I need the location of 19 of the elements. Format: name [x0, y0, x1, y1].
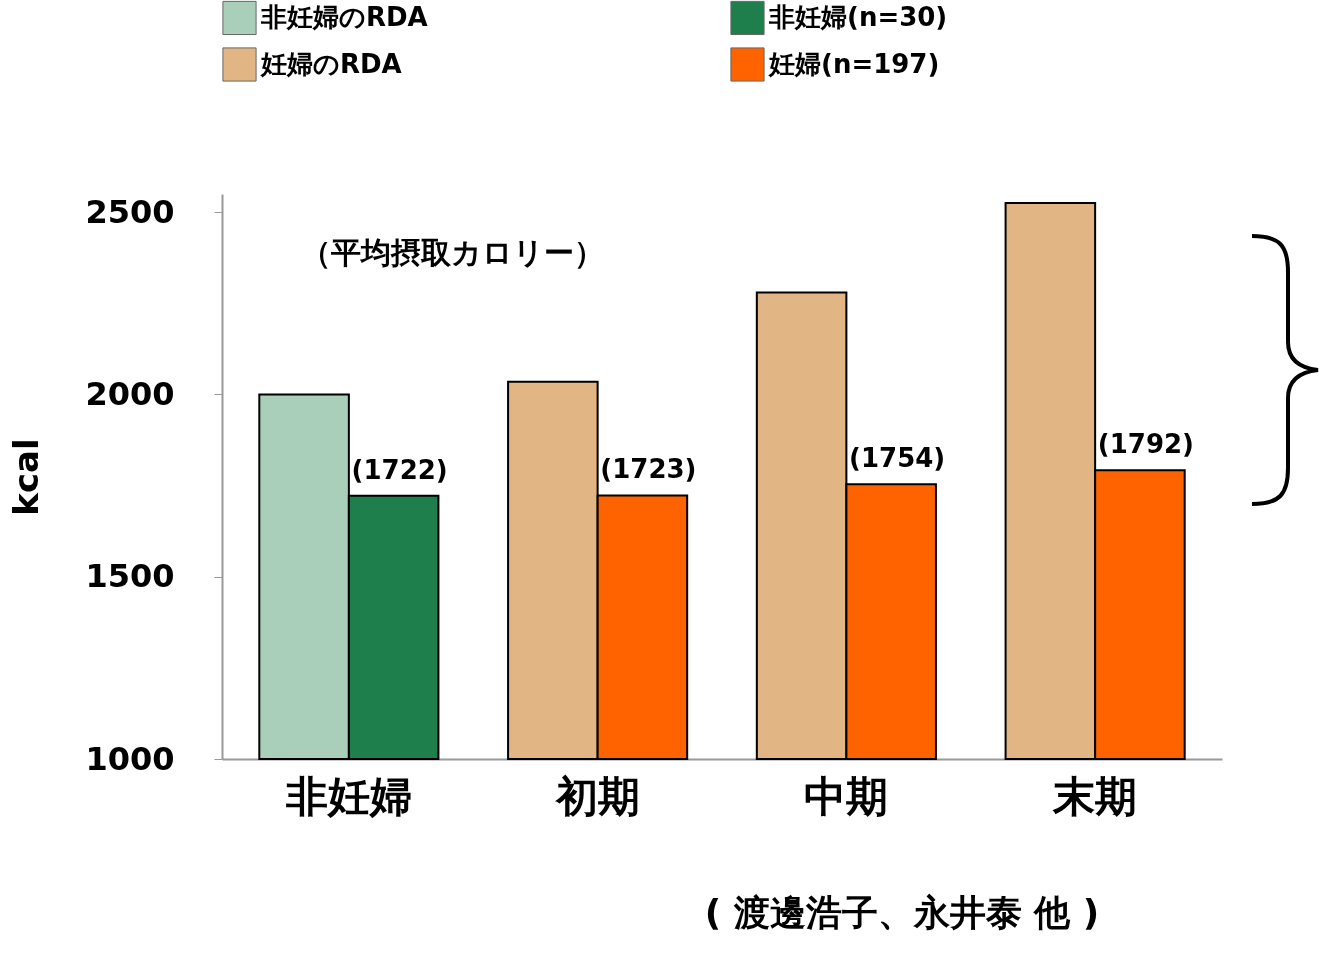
- data-label: (1722): [351, 454, 448, 485]
- legend-label: 非妊婦(n=30): [768, 1, 948, 32]
- legend-label: 非妊婦のRDA: [260, 1, 428, 32]
- legend-label: 妊婦のRDA: [260, 48, 402, 79]
- y-tick-label: 1000: [85, 739, 175, 778]
- x-tick-label: 非妊婦: [284, 771, 412, 821]
- data-label: (1723): [600, 454, 697, 485]
- y-tick-label: 2000: [85, 374, 175, 413]
- y-tick-label: 1500: [85, 557, 175, 596]
- x-tick-label: 末期: [1052, 771, 1138, 821]
- annotation: （平均摂取カロリー）: [300, 235, 604, 270]
- y-axis-title: kcal: [6, 438, 47, 516]
- text: ( 渡邊浩子、永井泰 他 ): [704, 892, 1100, 933]
- data-label: (1754): [849, 443, 946, 474]
- x-tick-label: 中期: [804, 771, 889, 821]
- legend-label: 妊婦(n=197): [768, 48, 940, 79]
- data-label: (1792): [1097, 429, 1194, 460]
- y-tick-label: 2500: [85, 192, 175, 231]
- x-tick-label: 初期: [553, 771, 640, 821]
